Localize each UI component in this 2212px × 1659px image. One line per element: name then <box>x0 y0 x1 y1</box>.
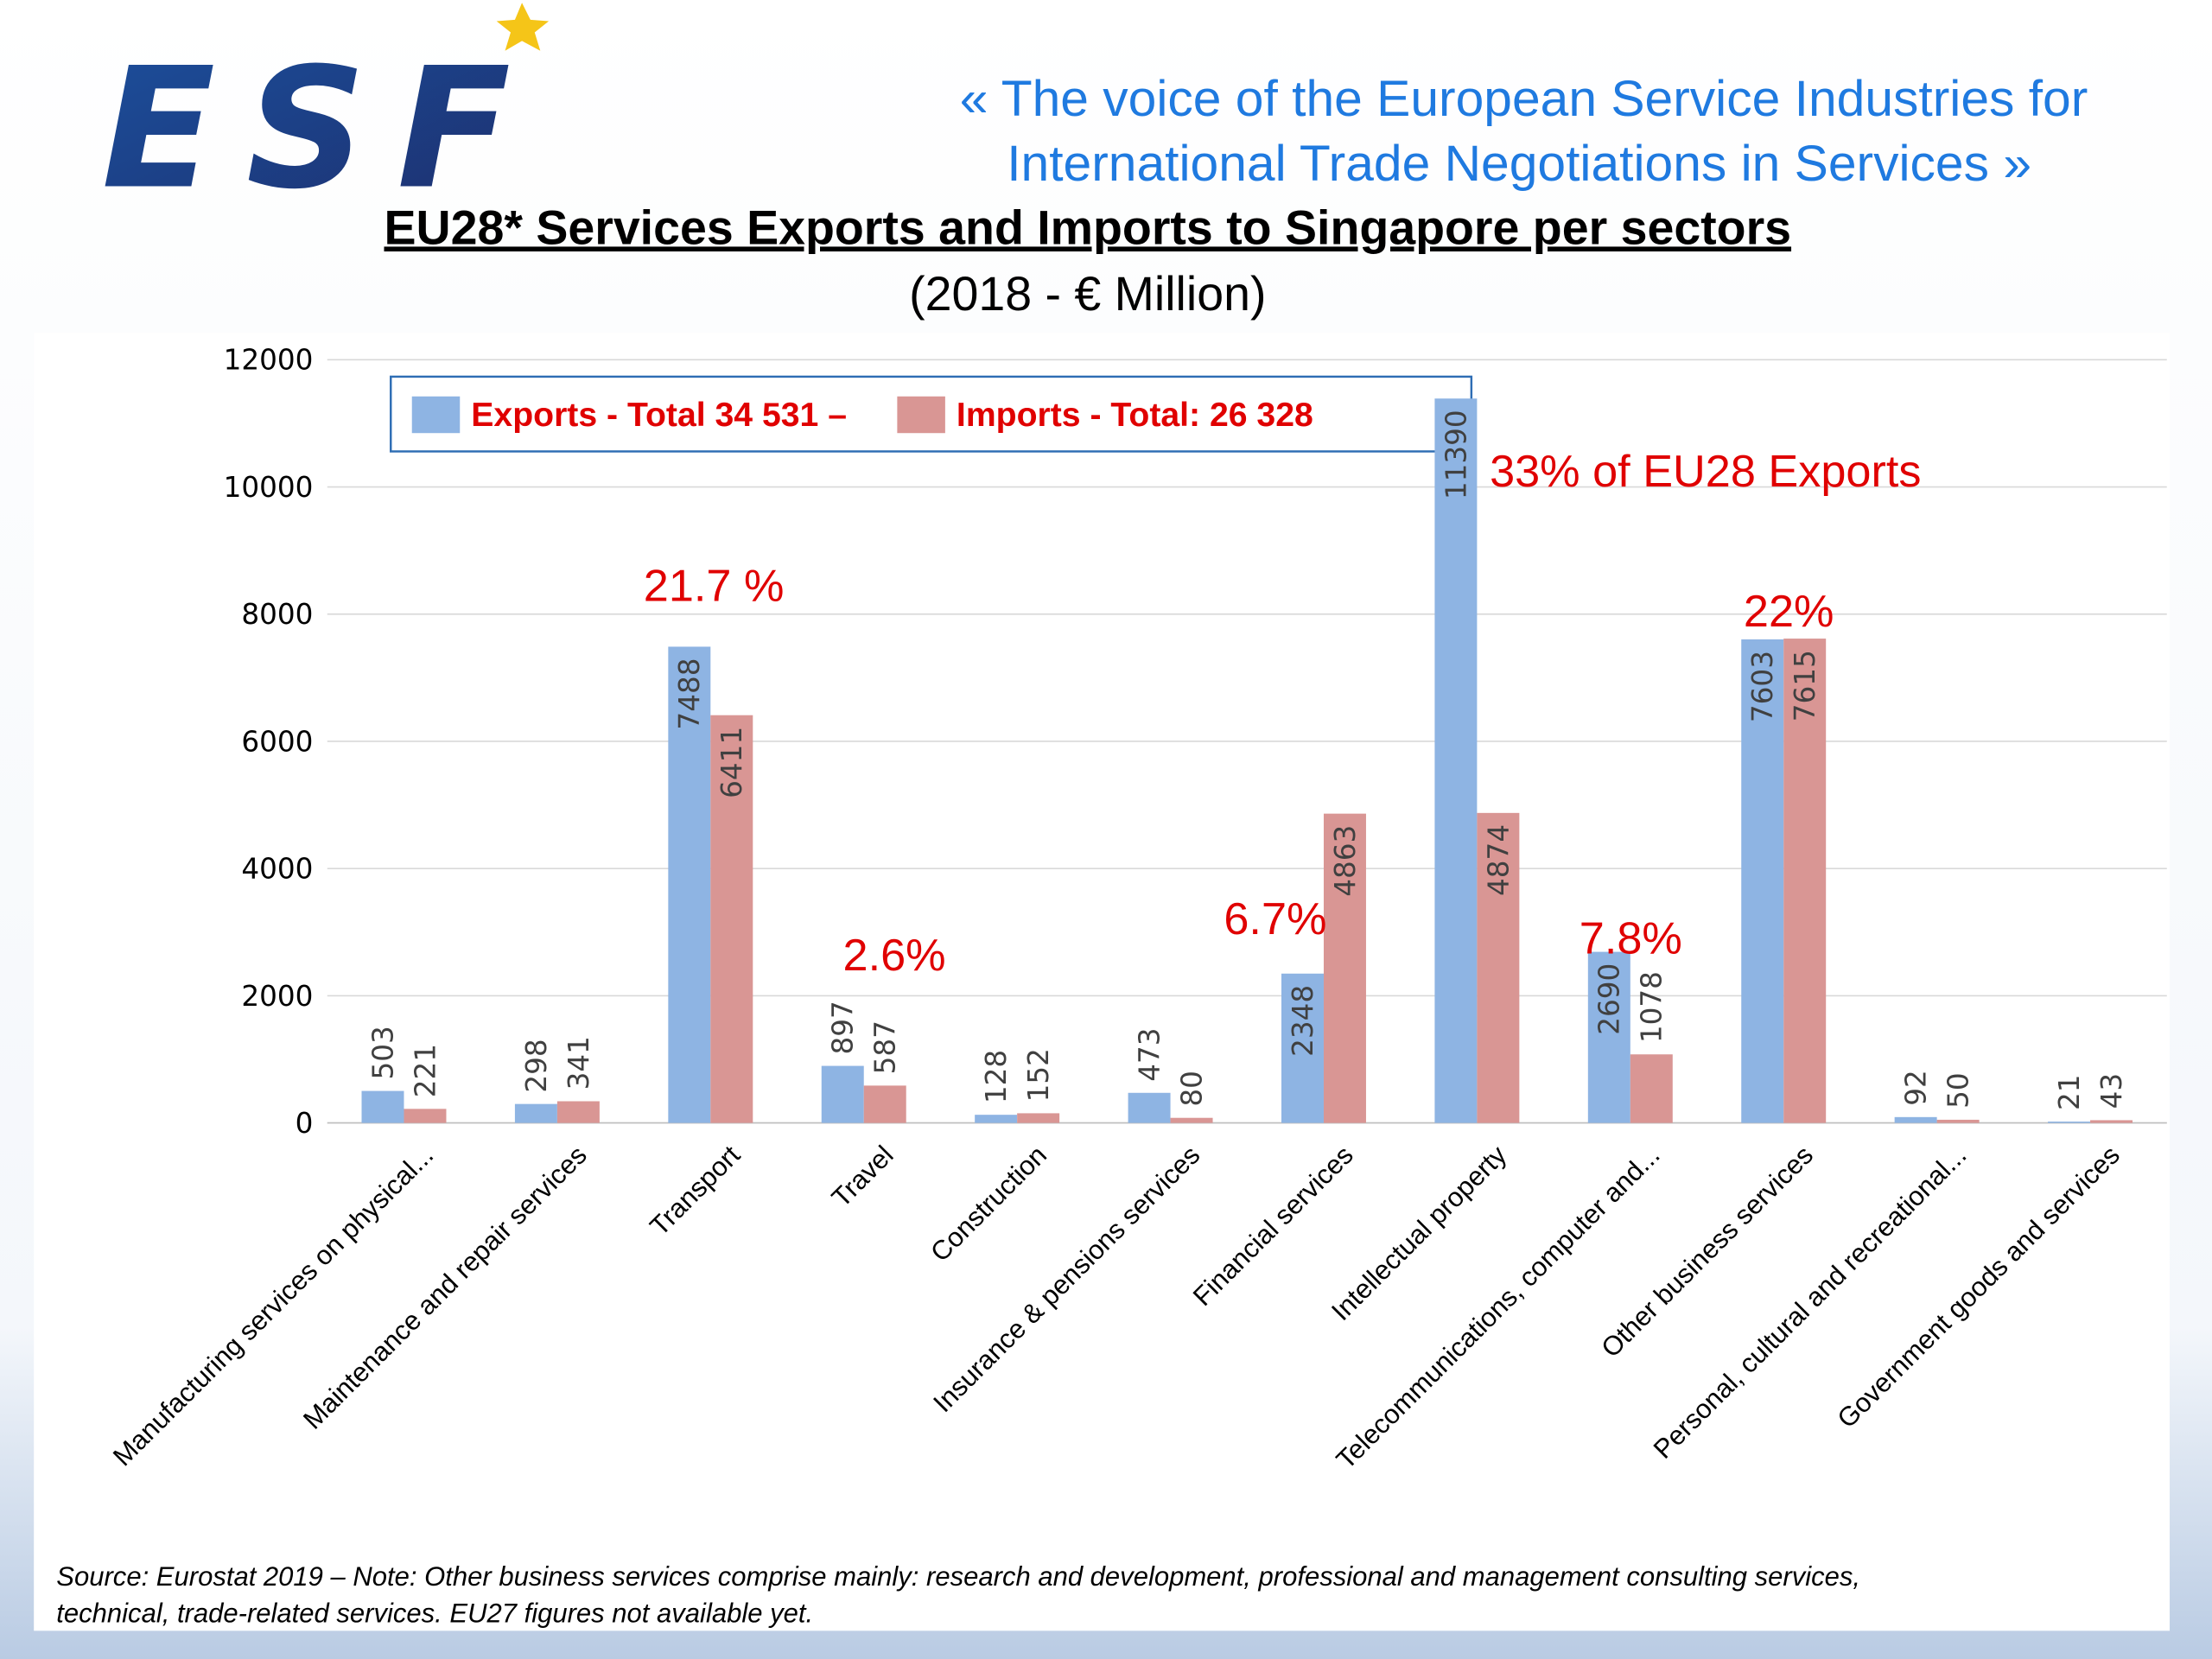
annotation: 2.6% <box>843 931 946 981</box>
bar <box>1587 951 1630 1123</box>
bar <box>668 646 711 1123</box>
chart-panel <box>34 333 2171 1631</box>
value-label: 221 <box>409 1044 442 1097</box>
annotation: 22% <box>1744 587 1834 637</box>
value-label: 128 <box>980 1050 1013 1103</box>
value-label: 80 <box>1175 1071 1208 1107</box>
tagline: International Trade Negotiations in Serv… <box>1007 136 2031 192</box>
value-label: 50 <box>1942 1072 1975 1109</box>
bar <box>863 1085 906 1123</box>
value-label: 341 <box>563 1036 595 1090</box>
legend-label: Exports - Total 34 531 – <box>471 397 847 434</box>
value-label: 1078 <box>1636 971 1669 1043</box>
value-label: 897 <box>827 1001 860 1054</box>
value-label: 503 <box>366 1026 399 1079</box>
tagline: « The voice of the European Service Indu… <box>960 71 2088 127</box>
bar <box>1281 973 1324 1123</box>
logo: ESF <box>102 33 511 226</box>
bar <box>556 1101 600 1123</box>
source-note: technical, trade-related services. EU27 … <box>56 1599 813 1629</box>
bar <box>1128 1092 1171 1123</box>
bar <box>710 715 753 1123</box>
y-tick-label: 8000 <box>241 598 313 631</box>
bar <box>1477 812 1520 1123</box>
bar <box>975 1115 1018 1123</box>
bar <box>514 1103 557 1123</box>
bar <box>1741 639 1784 1123</box>
y-tick-label: 12000 <box>224 344 314 377</box>
value-label: 4863 <box>1329 825 1362 897</box>
value-label: 43 <box>2095 1073 2128 1109</box>
y-tick-label: 2000 <box>241 980 313 1013</box>
bar <box>1783 639 1827 1123</box>
value-label: 7603 <box>1746 651 1779 722</box>
logo-star <box>496 3 550 51</box>
value-label: 473 <box>1133 1027 1166 1081</box>
bar <box>821 1065 864 1123</box>
bar <box>2048 1122 2091 1123</box>
bar <box>1323 813 1366 1123</box>
value-label: 4874 <box>1482 824 1515 896</box>
y-tick-label: 4000 <box>241 853 313 886</box>
value-label: 2690 <box>1593 963 1626 1035</box>
value-label: 298 <box>520 1039 553 1092</box>
bar <box>1630 1054 1673 1123</box>
value-label: 2348 <box>1287 985 1319 1057</box>
bar <box>1936 1119 1980 1123</box>
source-note: Source: Eurostat 2019 – Note: Other busi… <box>56 1561 1860 1592</box>
y-tick-label: 0 <box>296 1107 314 1140</box>
annotation: 6.7% <box>1224 894 1326 944</box>
bar <box>1434 398 1478 1123</box>
bar <box>1170 1117 1213 1123</box>
legend-swatch <box>897 396 945 434</box>
legend-label: Imports - Total: 26 328 <box>957 397 1313 434</box>
legend-swatch <box>411 396 461 434</box>
value-label: 92 <box>1900 1070 1933 1106</box>
y-tick-label: 6000 <box>241 725 313 758</box>
value-label: 7615 <box>1789 650 1821 721</box>
chart-subtitle: (2018 - € Million) <box>909 267 1266 321</box>
value-label: 11390 <box>1440 410 1472 499</box>
chart-title: EU28* Services Exports and Imports to Si… <box>384 200 1791 254</box>
value-label: 7488 <box>673 658 706 729</box>
value-label: 6411 <box>715 727 748 798</box>
bar <box>1017 1113 1060 1123</box>
annotation: 7.8% <box>1580 914 1682 964</box>
y-tick-label: 10000 <box>224 471 314 504</box>
value-label: 152 <box>1022 1048 1055 1102</box>
bar <box>2090 1120 2133 1123</box>
annotation: 33% of EU28 Exports <box>1490 447 1921 497</box>
annotation: 21.7 % <box>644 562 785 612</box>
value-label: 21 <box>2053 1074 2086 1110</box>
bar <box>1894 1116 1937 1123</box>
bar <box>404 1109 447 1123</box>
value-label: 587 <box>869 1020 902 1074</box>
bar <box>361 1090 404 1123</box>
